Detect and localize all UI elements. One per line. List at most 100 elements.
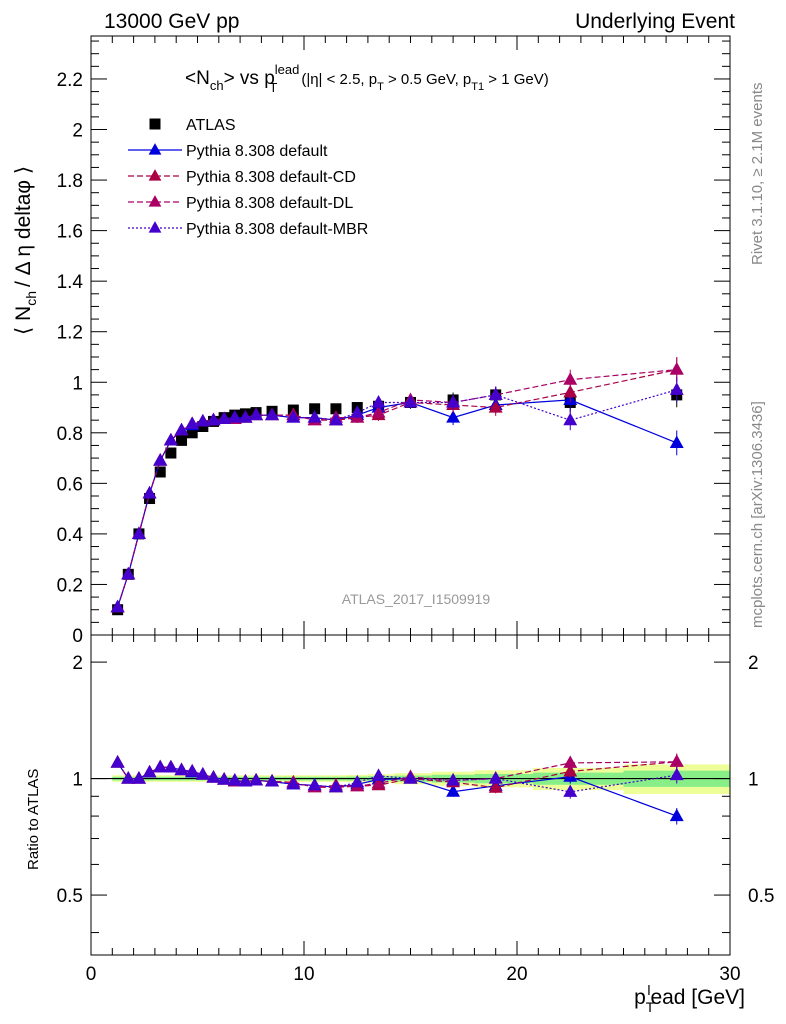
ratio-point-mc xyxy=(563,784,578,797)
y-tick-label: 1.8 xyxy=(57,171,83,192)
data-point-atlas xyxy=(176,434,188,446)
series-line-2 xyxy=(117,369,677,608)
data-point-atlas xyxy=(154,466,166,478)
ratio-y-tick-label: 1 xyxy=(72,770,83,791)
y-tick-label: 0.2 xyxy=(57,575,83,596)
data-point-mc xyxy=(206,412,221,426)
y-tick-label: 0 xyxy=(72,626,83,647)
x-tick-label: 30 xyxy=(719,964,740,985)
legend-entry: Pythia 8.308 default xyxy=(186,143,328,160)
data-point-mc xyxy=(328,412,343,426)
data-point-atlas xyxy=(186,427,198,439)
ratio-y-tick-label-right: 1 xyxy=(748,770,759,791)
x-tick-label: 0 xyxy=(86,964,97,985)
data-point-mc xyxy=(371,395,386,408)
data-point-mc xyxy=(249,407,264,421)
ratio-point-mc xyxy=(328,779,343,793)
data-point-mc xyxy=(371,405,386,418)
ratio-point-mc xyxy=(446,772,461,786)
legend-marker-mc xyxy=(148,169,162,181)
y-tick-label: 1.6 xyxy=(57,222,83,243)
data-point-mc xyxy=(669,435,684,448)
ratio-y-tick-label-right: 2 xyxy=(748,653,759,674)
data-point-mc xyxy=(446,395,461,408)
ratio-point-mc xyxy=(131,771,146,784)
data-point-mc xyxy=(238,410,253,423)
y-axis-label-ratio: Ratio to ATLAS xyxy=(25,769,42,870)
header-right: Underlying Event xyxy=(575,10,735,33)
mcplots-label: mcplots.cern.ch [arXiv:1306.3436] xyxy=(749,401,766,628)
y-tick-label: 1.2 xyxy=(57,323,83,344)
ratio-point-mc xyxy=(669,808,684,822)
legend-entry: Pythia 8.308 default-CD xyxy=(186,169,356,186)
ratio-frame xyxy=(90,634,731,956)
ratio-point-mc xyxy=(206,770,221,783)
ratio-point-mc xyxy=(249,773,264,786)
data-point-atlas xyxy=(144,493,156,505)
data-point-mc xyxy=(131,526,146,539)
x-tick-label: 20 xyxy=(506,964,527,985)
plot-title: <Nch> vs plead T (|η| < 2.5, pT > 0.5 GeV,… xyxy=(185,62,549,95)
data-point-mc xyxy=(163,432,178,446)
ratio-point-mc xyxy=(163,759,178,773)
data-point-mc xyxy=(185,416,200,429)
data-point-mc xyxy=(153,453,168,466)
data-point-mc xyxy=(563,384,578,398)
ratio-point-mc xyxy=(238,774,253,787)
ratio-y-tick-label: 0.5 xyxy=(57,886,83,907)
data-point-atlas xyxy=(330,403,342,415)
data-point-atlas xyxy=(197,420,209,432)
y-tick-label: 2 xyxy=(72,121,83,142)
ratio-point-mc xyxy=(563,755,578,768)
ratio-point-mc xyxy=(121,771,136,784)
ratio-point-mc xyxy=(371,775,386,789)
ratio-point-mc xyxy=(142,765,157,778)
data-point-mc xyxy=(217,411,232,424)
y-tick-label: 0.4 xyxy=(57,525,84,546)
ratio-point-mc xyxy=(307,777,322,791)
header-left: 13000 GeV pp xyxy=(104,10,239,33)
ratio-plot-panel: 0 10 20 30 0.5 0.5 1 1 2 2 xyxy=(57,634,774,985)
ratio-point-mc xyxy=(174,762,189,776)
ratio-point-mc xyxy=(563,763,578,777)
legend-entry: ATLAS xyxy=(186,117,236,134)
ratio-point-mc xyxy=(446,784,461,797)
data-point-mc xyxy=(227,410,242,423)
x-tick-label: 10 xyxy=(293,964,314,985)
legend-entry: Pythia 8.308 default-MBR xyxy=(186,221,368,238)
legend: ATLAS Pythia 8.308 default Pythia 8.308 de… xyxy=(128,117,368,238)
ratio-point-mc xyxy=(403,771,418,784)
ratio-point-mc xyxy=(195,767,210,780)
data-point-mc xyxy=(669,362,684,375)
ratio-point-mc xyxy=(286,776,301,790)
y-tick-label: 1.4 xyxy=(57,272,84,293)
data-point-mc xyxy=(265,407,280,421)
legend-marker-mc xyxy=(148,143,162,155)
ratio-point-mc xyxy=(153,759,168,773)
data-point-mc xyxy=(174,422,189,436)
legend-entry: Pythia 8.308 default-DL xyxy=(186,195,353,212)
data-point-mc xyxy=(488,387,503,400)
data-point-mc xyxy=(669,382,684,395)
data-point-mc xyxy=(195,413,210,427)
ratio-point-mc xyxy=(669,754,684,767)
header: 13000 GeV pp Underlying Event xyxy=(104,10,735,33)
ratio-point-mc xyxy=(488,771,503,784)
data-point-atlas xyxy=(165,447,177,459)
data-point-mc xyxy=(110,599,125,613)
data-point-mc xyxy=(350,405,365,418)
ratio-y-tick-label: 2 xyxy=(72,653,83,674)
series-line-3 xyxy=(117,369,677,608)
data-point-mc xyxy=(286,410,301,423)
ratio-point-mc xyxy=(371,768,386,781)
data-point-mc xyxy=(488,400,503,413)
y-tick-label: 1 xyxy=(72,373,83,394)
data-point-mc xyxy=(403,395,418,408)
rivet-label: Rivet 3.1.10, ≥ 2.1M events xyxy=(749,83,766,266)
ratio-point-mc xyxy=(185,763,200,777)
data-point-mc xyxy=(307,410,322,423)
legend-marker-atlas xyxy=(149,118,161,130)
ratio-point-mc xyxy=(110,755,125,768)
ratio-point-mc xyxy=(217,772,232,785)
